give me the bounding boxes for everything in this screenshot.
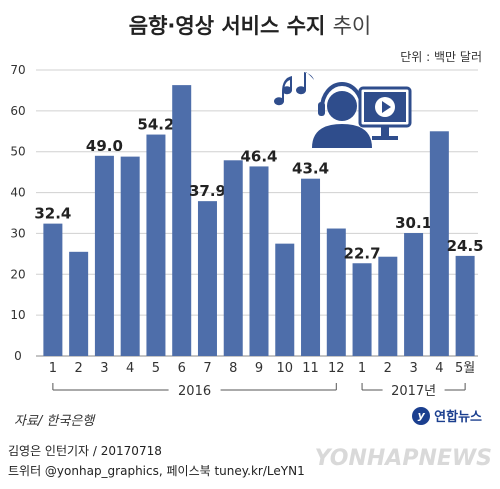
bar [197,201,217,356]
x-tick-label: 2 [384,361,392,376]
y-tick-label: 50 [10,145,25,159]
group-label: 2016 [178,384,211,399]
bar [223,160,243,356]
y-tick-label: 70 [10,63,25,77]
chart-title: 음향·영상 서비스 수지 추이 [0,10,500,40]
bar [404,233,424,356]
x-tick-label: 3 [409,361,417,376]
x-tick-label: 11 [302,361,319,376]
y-tick-label: 40 [10,186,25,200]
credit-line-1: 김영은 인턴기자 / 20170718 [8,444,162,458]
x-tick-label: 3 [100,361,108,376]
x-tick-label: 1 [358,361,366,376]
monitor-base-icon [372,136,398,140]
x-tick-label: 6 [178,361,186,376]
unit-label: 단위 : 백만 달러 [400,50,482,64]
y-tick-label: 60 [10,104,25,118]
yonhap-watermark: YONHAPNEWS [314,446,492,471]
data-label: 43.4 [292,160,329,178]
data-label: 32.4 [34,205,71,223]
bar [352,263,372,356]
x-tick-label: 8 [229,361,237,376]
x-tick-label: 2 [75,361,83,376]
bar [275,243,295,356]
bar [172,85,192,357]
chart-title-main: 음향·영상 서비스 수지 [128,14,326,38]
data-label: 22.7 [344,244,381,262]
headphone-cup-icon [318,102,325,116]
x-tick-label: 9 [255,361,263,376]
y-tick-label: 10 [10,308,25,322]
bar [326,228,346,356]
yonhap-logo-mark: y [412,406,431,425]
data-label: 37.9 [189,182,226,200]
data-label: 46.4 [240,147,277,165]
x-tick-label: 5 [152,361,160,376]
bar [378,256,398,356]
bar [301,178,321,356]
x-tick-label: 5월 [455,361,475,376]
x-tick-label: 1 [49,361,57,376]
bar [94,155,114,356]
bar [429,131,449,356]
x-tick-label: 10 [276,361,293,376]
data-label: 54.2 [137,116,174,134]
x-tick-label: 12 [328,361,345,376]
x-tick-label: 7 [203,361,211,376]
person-head-icon [327,91,357,121]
x-tick-label: 4 [435,361,443,376]
data-label: 24.5 [447,237,484,255]
yonhap-logo: y 연합뉴스 [412,406,482,425]
data-label: 49.0 [86,137,123,155]
bar [455,255,475,356]
data-label: 30.1 [395,214,432,232]
person-body-icon [312,124,372,148]
y-tick-label: 20 [10,267,25,281]
source-note: 자료/ 한국은행 [14,414,95,429]
monitor-stand-icon [381,126,389,136]
yonhap-logo-text: 연합뉴스 [434,410,482,425]
y-tick-label: 0 [14,349,22,363]
group-label: 2017년 [391,384,436,399]
chart-title-suffix: 추이 [332,14,372,38]
bar [43,223,63,356]
play-triangle-icon [382,101,391,113]
music-note-icon [274,76,293,106]
x-tick-label: 4 [126,361,134,376]
bar [249,166,269,356]
bar [146,134,166,356]
credit-line-2: 트위터 @yonhap_graphics, 페이스북 tuney.kr/LeYN… [8,464,305,478]
bar [120,156,140,356]
y-tick-label: 30 [10,226,25,240]
bar [69,251,89,356]
music-note-icon [296,72,314,95]
